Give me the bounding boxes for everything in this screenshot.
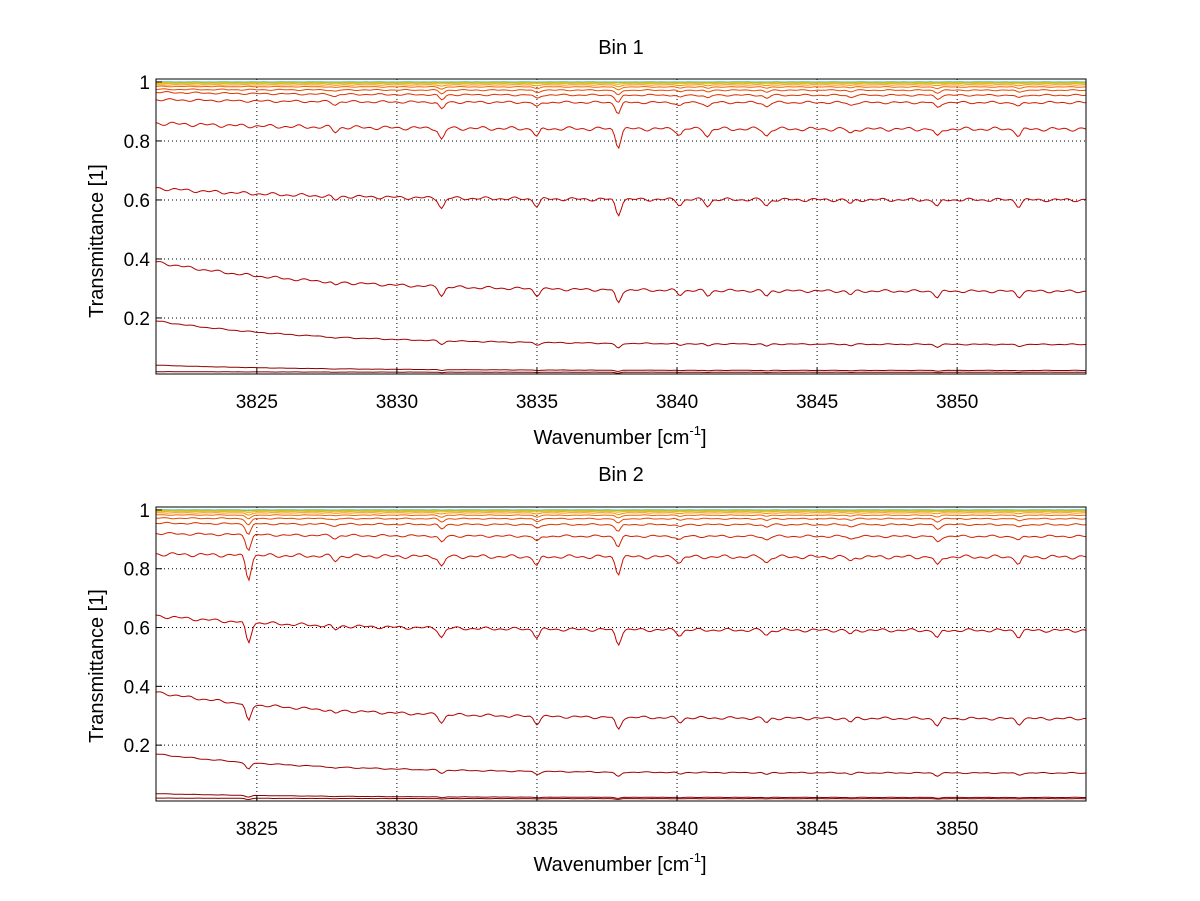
x-tick-label: 3845 <box>796 392 838 413</box>
y-tick-labels: 0.2 0.4 0.6 0.8 1 <box>124 73 162 330</box>
grid-lines <box>156 507 1086 801</box>
series-line <box>155 521 1087 535</box>
series-line <box>155 320 1087 349</box>
y-tick-label: 1 <box>139 73 150 94</box>
x-tick-label: 3830 <box>376 392 418 413</box>
series-line <box>155 88 1087 96</box>
y-tick-label: 1 <box>139 501 150 522</box>
x-tick-label: 3835 <box>516 819 558 840</box>
y-tick-label: 0.6 <box>124 191 150 212</box>
series-line <box>155 84 1087 88</box>
x-tick-label: 3840 <box>656 392 698 413</box>
grid-lines <box>156 79 1086 374</box>
series-line <box>155 364 1086 372</box>
series-line <box>155 81 1086 84</box>
series-line <box>155 121 1087 150</box>
x-axis-label-suffix: ] <box>701 854 707 876</box>
x-tick-label: 3825 <box>236 392 278 413</box>
y-axis-label: Transmittance [1] <box>86 164 108 318</box>
x-tick-label: 3825 <box>236 819 278 840</box>
x-axis-label-text: Wavenumber [cm <box>533 427 689 449</box>
series-line <box>156 517 1087 526</box>
series-line <box>155 531 1087 552</box>
series-line <box>155 98 1087 115</box>
series-group <box>155 81 1087 374</box>
series-line <box>155 85 1087 91</box>
chart-title: Bin 1 <box>598 37 644 59</box>
x-tick-labels: 3825 3830 3835 3840 3845 3850 <box>236 368 978 413</box>
subplot-bin-2: Bin 2 3825 3830 3835 3840 3845 3850 0.2 0.4 0.6… <box>86 464 1087 876</box>
x-axis-label: Wavenumber [cm-1] <box>533 423 706 449</box>
series-line <box>156 509 1086 512</box>
series-line <box>156 82 1086 85</box>
series-line <box>155 793 1086 799</box>
y-tick-label: 0.6 <box>124 619 150 640</box>
series-line <box>155 261 1087 304</box>
y-tick-label: 0.2 <box>124 309 150 330</box>
plot-frame <box>155 78 1087 375</box>
series-line <box>156 510 1086 514</box>
series-line <box>155 614 1087 647</box>
series-line <box>156 371 1086 374</box>
x-axis-label-suffix: ] <box>701 427 707 449</box>
x-tick-labels: 3825 3830 3835 3840 3845 3850 <box>236 795 978 840</box>
series-line <box>156 512 1087 516</box>
y-axis-label: Transmittance [1] <box>86 589 108 743</box>
x-axis-label-superscript: -1 <box>689 423 701 438</box>
y-tick-label: 0.2 <box>124 736 150 757</box>
series-line <box>155 514 1087 520</box>
y-tick-label: 0.8 <box>124 560 150 581</box>
series-line <box>155 90 1087 103</box>
series-group <box>155 509 1087 801</box>
series-line <box>155 552 1087 582</box>
series-line <box>156 797 1086 801</box>
x-tick-label: 3835 <box>516 392 558 413</box>
x-tick-label: 3850 <box>936 819 978 840</box>
series-line <box>155 753 1087 777</box>
plot-frame <box>155 506 1087 802</box>
y-tick-label: 0.4 <box>124 677 151 698</box>
x-tick-label: 3845 <box>796 819 838 840</box>
chart-title: Bin 2 <box>598 464 644 486</box>
subplot-bin-1: Bin 1 3825 3830 3835 3840 3845 3850 0.2 0.4 0.6… <box>86 37 1087 449</box>
series-line <box>155 691 1086 731</box>
x-tick-label: 3830 <box>376 819 418 840</box>
y-tick-label: 0.4 <box>124 250 151 271</box>
x-axis-label: Wavenumber [cm-1] <box>533 850 706 876</box>
x-tick-label: 3850 <box>936 392 978 413</box>
x-axis-label-superscript: -1 <box>689 850 701 865</box>
series-line <box>155 186 1087 217</box>
y-tick-labels: 0.2 0.4 0.6 0.8 1 <box>124 501 162 757</box>
x-tick-label: 3840 <box>656 819 698 840</box>
y-tick-label: 0.8 <box>124 132 150 153</box>
x-axis-label-text: Wavenumber [cm <box>533 854 689 876</box>
